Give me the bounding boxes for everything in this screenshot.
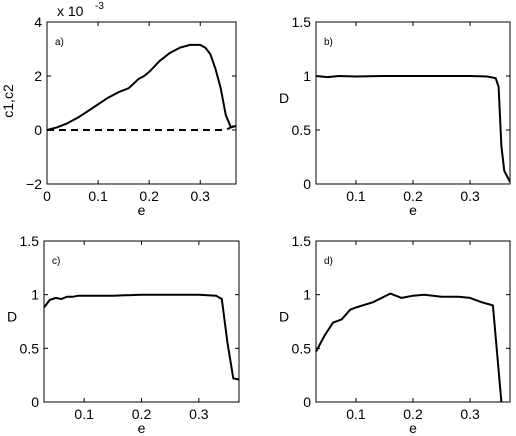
x-tick-label: 0.1	[346, 406, 366, 422]
x-axis-label: e	[138, 202, 146, 218]
y-tick-label: 0	[34, 122, 42, 138]
y-tick-label: 1.5	[292, 14, 312, 30]
panel-3: 0.1 0.2 0.3 0 0.5 1 1.5 e Dc)	[7, 233, 240, 436]
y-multiplier-exponent: -3	[95, 1, 104, 12]
series-line-1	[315, 75, 511, 183]
y-axis-label: D	[279, 309, 289, 325]
x-tick-label: 0.1	[346, 188, 366, 204]
x-tick-label: 0.2	[403, 406, 423, 422]
x-tick-label: 0.3	[189, 406, 209, 422]
y-tick-label: 1	[303, 68, 311, 84]
y-tick-label: 0.5	[292, 340, 312, 356]
x-tick-label: 0.2	[132, 406, 152, 422]
y-tick-label: 0	[31, 394, 39, 410]
y-tick-label: 0.5	[292, 122, 312, 138]
x-tick-label: 0.3	[460, 188, 480, 204]
y-tick-label: 0	[303, 394, 311, 410]
y-axis-label: D	[7, 309, 17, 325]
y-tick-label: −2	[26, 176, 42, 192]
axes-frame	[315, 21, 511, 185]
y-tick-label: 0.5	[20, 340, 40, 356]
x-tick-label: 0	[43, 188, 51, 204]
y-tick-label: 0	[303, 176, 311, 192]
axes-frame	[46, 21, 237, 185]
series-line-1	[46, 43, 237, 131]
panel-4: 0.1 0.2 0.3 0 0.5 1 1.5 e Dd)	[279, 233, 511, 436]
y-tick-label: 1.5	[292, 233, 312, 249]
x-tick-label: 0.2	[139, 188, 159, 204]
panel-label: c)	[52, 256, 60, 267]
y-tick-label: 2	[34, 68, 42, 84]
x-tick-label: 0.2	[403, 188, 423, 204]
panel-label: b)	[324, 37, 333, 48]
x-axis-label: e	[138, 420, 146, 436]
x-tick-label: 0.3	[460, 406, 480, 422]
x-tick-label: 0.3	[191, 188, 211, 204]
y-tick-label: 1	[31, 287, 39, 303]
x-axis-label: e	[409, 202, 417, 218]
series-line-2	[47, 123, 237, 131]
axes-frame	[43, 240, 240, 403]
y-multiplier-label: x 10	[57, 3, 84, 19]
y-axis-label: D	[279, 90, 289, 106]
x-tick-label: 0.1	[74, 406, 94, 422]
series-line-1	[43, 293, 240, 381]
x-axis-label: e	[409, 420, 417, 436]
y-tick-label: 4	[34, 14, 42, 30]
panel-label: d)	[324, 256, 333, 267]
panel-label: a)	[55, 37, 64, 48]
x-tick-label: 0.1	[88, 188, 108, 204]
y-axis-label: c1,c2	[0, 84, 16, 118]
y-tick-label: 1	[303, 287, 311, 303]
y-tick-label: 1.5	[20, 233, 40, 249]
axes-frame	[315, 240, 511, 403]
series-line-1	[315, 292, 503, 403]
panel-2: 0.1 0.2 0.3 0 0.5 1 1.5 e Db)	[279, 14, 511, 218]
